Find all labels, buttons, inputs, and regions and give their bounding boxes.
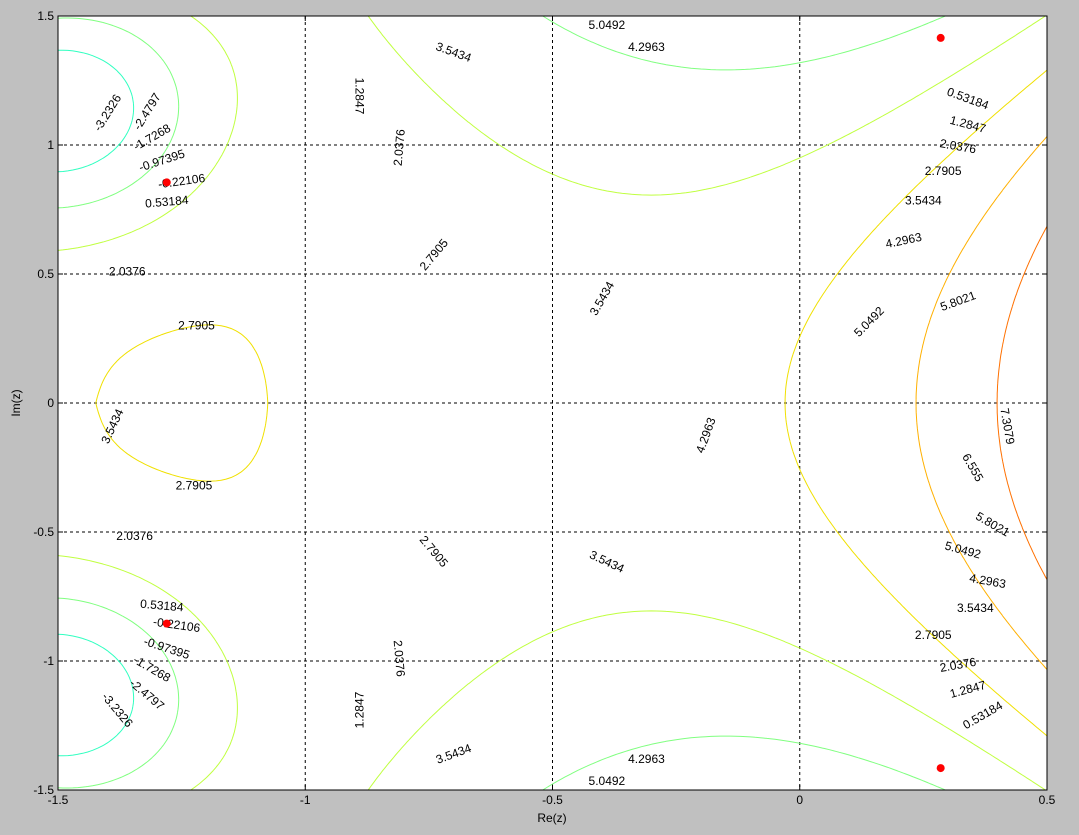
contour-level-line (996, 226, 1047, 580)
critical-point-marker (936, 33, 945, 42)
y-tick-label: -1 (43, 654, 54, 668)
contour-label: 2.7905 (176, 479, 213, 493)
contour-label: 4.2963 (628, 40, 665, 54)
contour-label: 5.0492 (589, 774, 626, 788)
y-tick-label: -1.5 (33, 783, 54, 797)
contour-label: -0.22106 (157, 171, 206, 192)
critical-point-marker (936, 764, 945, 773)
contour-label: 2.0376 (116, 529, 153, 543)
y-axis-label: Im(z) (9, 389, 23, 416)
x-axis-ticks: -1.5 -1 -0.5 0 0.5 (48, 16, 1056, 807)
contour-label: 5.0492 (589, 18, 626, 32)
contour-label: 2.7905 (178, 319, 215, 333)
y-tick-label: 1.5 (37, 9, 54, 23)
contour-label: 4.2963 (968, 571, 1007, 591)
critical-point-marker (162, 178, 171, 187)
contour-label: 2.0376 (939, 655, 978, 675)
critical-point-marker (162, 619, 171, 628)
x-tick-label: -0.5 (542, 793, 563, 807)
y-tick-label: 0 (47, 396, 54, 410)
contour-level-line (58, 49, 135, 757)
y-tick-label: -0.5 (33, 525, 54, 539)
contour-label: 3.5434 (957, 601, 994, 615)
contour-label: 3.5434 (905, 193, 942, 207)
contour-label: -0.22106 (152, 615, 201, 636)
contour-label: 2.0376 (391, 128, 408, 166)
contour-label: 1.2847 (353, 78, 367, 115)
x-tick-label: 0.5 (1039, 793, 1056, 807)
x-tick-label: -1 (300, 793, 311, 807)
grid-lines (58, 16, 1047, 790)
contour-label: 1.2847 (353, 691, 367, 728)
contour-label: 4.2963 (628, 752, 665, 766)
x-tick-label: -1.5 (48, 793, 69, 807)
contour-label: 2.0376 (391, 640, 408, 678)
critical-point-markers (162, 33, 945, 773)
contour-level-line (915, 136, 1047, 670)
contour-level-line (58, 16, 946, 790)
contour-label: 0.53184 (145, 193, 190, 211)
contour-label: 2.7905 (925, 164, 962, 178)
contour-label: 2.0376 (939, 136, 978, 156)
y-axis-ticks: -1.5 -1 -0.5 0 0.5 1 1.5 (33, 9, 1047, 797)
y-tick-label: 0.5 (37, 267, 54, 281)
contour-label: 0.53184 (140, 597, 185, 615)
x-tick-label: 0 (796, 793, 803, 807)
contour-label: 7.3079 (997, 407, 1017, 446)
x-axis-label: Re(z) (537, 811, 566, 825)
contour-label: 2.7905 (915, 628, 952, 642)
y-tick-label: 1 (47, 138, 54, 152)
contour-label: 2.0376 (109, 264, 146, 278)
